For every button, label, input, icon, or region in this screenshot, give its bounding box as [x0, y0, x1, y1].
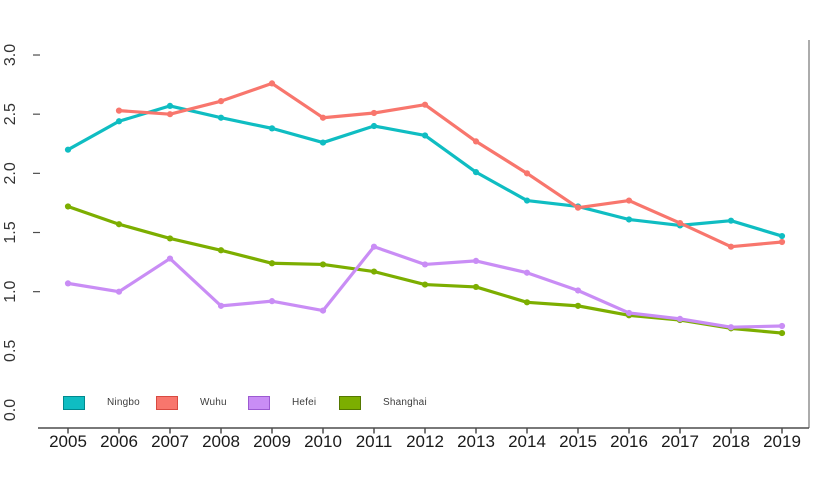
series-point-wuhu — [370, 109, 378, 117]
series-point-wuhu — [472, 138, 480, 145]
series-point-hefei — [625, 309, 633, 317]
series-point-shanghai — [319, 261, 327, 268]
x-axis-tick-label: 2016 — [610, 432, 648, 451]
series-point-hefei — [574, 287, 582, 294]
x-axis-tick-label: 2010 — [304, 432, 342, 451]
series-point-shanghai — [64, 203, 72, 210]
series-point-ningbo — [625, 216, 633, 223]
series-point-hefei — [217, 302, 225, 309]
y-axis-tick-label: 0.5 — [2, 340, 19, 362]
series-point-shanghai — [523, 299, 531, 306]
series-point-hefei — [523, 269, 531, 276]
series-point-shanghai — [166, 235, 174, 242]
x-axis-tick-label: 2013 — [457, 432, 495, 451]
series-point-hefei — [319, 307, 327, 314]
series-point-hefei — [778, 322, 786, 330]
series-point-wuhu — [166, 111, 174, 118]
series-point-shanghai — [778, 329, 786, 337]
series-point-wuhu — [574, 204, 582, 211]
x-axis-tick-label: 2011 — [356, 432, 393, 451]
x-axis-tick-label: 2008 — [202, 432, 240, 451]
series-point-shanghai — [268, 260, 276, 267]
y-axis-tick-label: 3.0 — [2, 44, 19, 66]
y-axis-tick-label: 1.0 — [2, 280, 19, 302]
x-axis-tick-label: 2018 — [712, 432, 750, 451]
series-point-ningbo — [370, 122, 378, 130]
series-point-ningbo — [472, 169, 480, 176]
series-point-hefei — [727, 324, 735, 331]
y-axis-tick-label: 2.5 — [2, 103, 19, 125]
series-point-ningbo — [115, 118, 123, 125]
series-point-ningbo — [523, 197, 531, 204]
series-point-shanghai — [421, 281, 429, 288]
series-point-shanghai — [217, 247, 225, 254]
x-axis-tick-label: 2005 — [49, 432, 87, 451]
series-point-wuhu — [217, 98, 225, 105]
series-point-wuhu — [523, 170, 531, 177]
x-axis-tick-label: 2014 — [508, 432, 546, 451]
series-point-wuhu — [778, 238, 786, 246]
series-point-ningbo — [64, 146, 72, 153]
series-point-shanghai — [472, 283, 480, 291]
series-point-shanghai — [574, 302, 582, 309]
series-point-ningbo — [268, 125, 276, 132]
series-point-wuhu — [115, 107, 123, 114]
series-point-wuhu — [268, 80, 276, 87]
series-point-wuhu — [625, 197, 633, 204]
series-point-ningbo — [319, 139, 327, 146]
series-point-hefei — [115, 288, 123, 295]
x-axis-tick-label: 2012 — [406, 432, 444, 451]
series-point-hefei — [676, 315, 684, 322]
y-axis-tick-label: 1.5 — [2, 221, 19, 243]
series-point-ningbo — [217, 114, 225, 121]
series-point-wuhu — [421, 101, 429, 108]
series-point-hefei — [370, 243, 378, 250]
series-point-wuhu — [319, 114, 327, 121]
y-axis-tick-label: 2.0 — [2, 162, 19, 184]
series-point-wuhu — [676, 219, 684, 227]
y-axis-tick-label: 0.0 — [2, 399, 19, 421]
series-line-wuhu — [117, 81, 784, 249]
series-point-hefei — [421, 261, 429, 268]
x-axis-tick-label: 2009 — [253, 432, 291, 451]
x-axis-tick-label: 2007 — [151, 432, 189, 451]
x-axis-tick-label: 2015 — [559, 432, 597, 451]
x-axis-tick-label: 2019 — [763, 432, 801, 451]
series-point-hefei — [166, 255, 174, 262]
series-point-shanghai — [370, 268, 378, 275]
series-point-hefei — [268, 298, 276, 305]
series-point-ningbo — [421, 132, 429, 139]
series-point-wuhu — [727, 243, 735, 250]
series-point-shanghai — [115, 221, 123, 228]
series-point-ningbo — [166, 102, 174, 109]
x-axis-tick-label: 2017 — [661, 432, 699, 451]
series-point-hefei — [472, 257, 480, 265]
series-point-hefei — [64, 280, 72, 287]
series-point-ningbo — [727, 217, 735, 224]
series-line-ningbo — [66, 104, 784, 238]
x-axis-tick-label: 2006 — [100, 432, 138, 451]
series-point-ningbo — [778, 232, 786, 240]
